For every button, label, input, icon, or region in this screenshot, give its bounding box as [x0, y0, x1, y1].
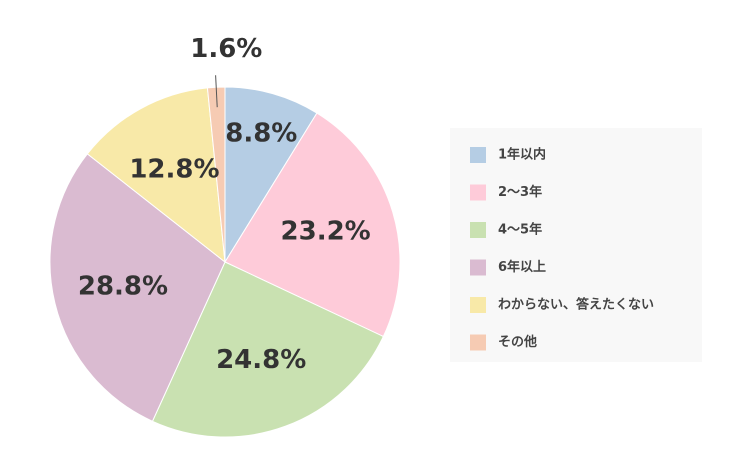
value-label: 12.8% [129, 154, 219, 184]
legend-label: 4〜5年 [498, 222, 542, 238]
legend-label: 1年以内 [498, 147, 546, 163]
pie-slice [49, 153, 226, 422]
pie-slice [224, 86, 318, 264]
legend-swatch [470, 184, 486, 201]
legend-swatch [470, 297, 486, 313]
value-label: 24.8% [216, 345, 306, 375]
legend-label: 6年以上 [498, 259, 546, 275]
legend-swatch [470, 259, 486, 276]
value-label: 28.8% [78, 271, 168, 301]
legend-box [450, 128, 702, 362]
value-label: 8.8% [225, 119, 297, 149]
legend-label: わからない、答えたくない [498, 297, 654, 313]
legend-label: その他 [498, 334, 537, 350]
pie-slice [151, 261, 385, 438]
value-label: 1.6% [190, 34, 262, 64]
value-label: 23.2% [281, 217, 371, 247]
legend-swatch [470, 222, 486, 238]
pie-slice [224, 112, 401, 338]
legend-swatch [470, 334, 486, 351]
pie-slice [86, 87, 226, 264]
legend-label: 2〜3年 [498, 184, 542, 200]
legend-swatch [470, 147, 486, 163]
leader-line [215, 75, 218, 108]
